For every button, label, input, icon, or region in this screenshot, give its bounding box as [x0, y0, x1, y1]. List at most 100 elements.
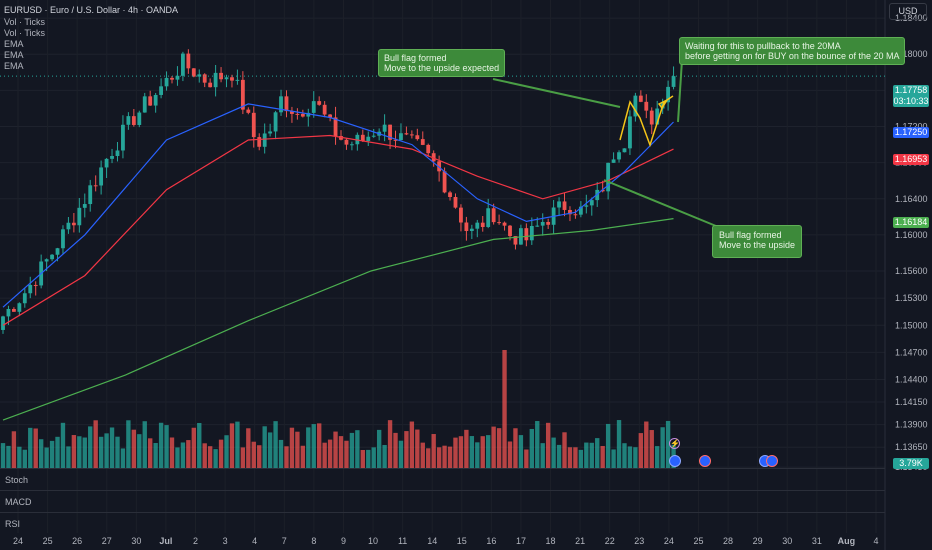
- x-tick-label: 3: [223, 536, 228, 546]
- candle-body: [251, 112, 256, 138]
- candle-body: [328, 114, 333, 118]
- symbol-title[interactable]: EURUSD · Euro / U.S. Dollar · 4h · OANDA: [4, 5, 179, 15]
- volume-bar: [529, 428, 534, 468]
- indicator-volume-2[interactable]: Vol · Ticks: [4, 28, 46, 38]
- volume-bar: [404, 431, 409, 468]
- pane-label-rsi[interactable]: RSI: [5, 519, 21, 529]
- x-tick-label: 17: [516, 536, 526, 546]
- volume-bar: [475, 442, 480, 468]
- candle-body: [33, 284, 38, 286]
- volume-bar: [491, 426, 496, 468]
- candle-body: [366, 136, 371, 142]
- currency-button[interactable]: USD: [889, 3, 927, 20]
- pane-divider[interactable]: [0, 512, 885, 513]
- x-tick-label: 14: [427, 536, 437, 546]
- volume-bar: [578, 449, 584, 468]
- candle-body: [224, 77, 229, 80]
- volume-bar: [49, 440, 55, 468]
- x-tick-label: 15: [457, 536, 467, 546]
- candle-body: [344, 139, 349, 145]
- candle-body: [557, 201, 561, 208]
- ema200-price-tag: 1.16184: [893, 217, 929, 228]
- annotation-bull-flag-top[interactable]: Bull flag formed Move to the upside expe…: [378, 49, 506, 77]
- candle-body: [110, 156, 114, 159]
- indicator-volume-1[interactable]: Vol · Ticks: [4, 17, 46, 27]
- candle-body: [306, 112, 311, 117]
- volume-bar: [11, 431, 17, 468]
- volume-bar: [376, 429, 382, 468]
- pane-divider[interactable]: [0, 490, 885, 491]
- candle-body: [77, 207, 82, 226]
- candle-body: [131, 116, 136, 125]
- globe-event-icon[interactable]: [669, 455, 681, 467]
- volume-bar: [366, 449, 371, 468]
- volume-bar: [627, 446, 633, 468]
- annotation-bull-flag-bottom[interactable]: Bull flag formed Move to the upside: [712, 225, 803, 258]
- x-tick-label: 25: [693, 536, 703, 546]
- candle-body: [180, 53, 185, 76]
- candle-body: [671, 76, 676, 87]
- candle-body: [431, 153, 436, 162]
- volume-bar: [246, 428, 251, 468]
- volume-bar: [104, 433, 109, 468]
- pane-divider[interactable]: [0, 468, 885, 469]
- volume-bar: [447, 446, 453, 468]
- candle-body: [546, 221, 551, 225]
- ema50-line: [2, 134, 674, 326]
- volume-bar: [295, 431, 300, 468]
- candle-body: [300, 113, 305, 117]
- volume-bar: [415, 429, 420, 468]
- volume-bar: [82, 437, 87, 468]
- candle-body: [360, 134, 365, 142]
- volume-bar: [93, 420, 98, 468]
- lightning-icon[interactable]: ⚡: [669, 438, 680, 449]
- candle-body: [153, 94, 158, 106]
- volume-bar: [513, 428, 518, 468]
- pane-label-macd[interactable]: MACD: [5, 497, 32, 507]
- pane-label-stoch[interactable]: Stoch: [5, 475, 29, 485]
- x-tick-label: 27: [102, 536, 112, 546]
- annotation-waiting-pullback[interactable]: Waiting for this to pullback to the 20MA…: [679, 37, 906, 65]
- volume-bar: [562, 432, 567, 468]
- candle-body: [246, 109, 251, 113]
- candle-body: [137, 112, 142, 125]
- volume-bar: [660, 427, 665, 468]
- volume-bar: [38, 439, 44, 468]
- candle-body: [11, 308, 16, 312]
- us-flag-event-icon[interactable]: [699, 455, 711, 467]
- candle-body: [399, 133, 403, 141]
- volume-bar: [398, 440, 404, 468]
- volume-bar: [360, 449, 365, 468]
- candle-body: [219, 72, 223, 80]
- volume-bar: [344, 440, 349, 468]
- candle-body: [524, 228, 529, 241]
- x-tick-label: 11: [398, 536, 407, 546]
- indicator-ema-3[interactable]: EMA: [4, 61, 24, 71]
- volume-bar: [88, 426, 93, 468]
- y-tick-label: 1.17200: [895, 121, 928, 131]
- volume-bar: [0, 443, 6, 468]
- candle-body: [638, 95, 643, 102]
- volume-bar: [355, 430, 360, 468]
- y-tick-label: 1.15000: [895, 320, 928, 330]
- x-tick-label: 28: [723, 536, 733, 546]
- y-tick-label: 1.15300: [895, 293, 928, 303]
- annotation-text: Move to the upside: [719, 240, 796, 250]
- volume-bar: [169, 437, 175, 468]
- candle-body: [628, 116, 632, 149]
- volume-bar: [584, 442, 589, 468]
- indicator-ema-1[interactable]: EMA: [4, 39, 24, 49]
- volume-bar: [44, 447, 49, 468]
- candle-body: [606, 162, 611, 192]
- volume-bar: [442, 445, 447, 468]
- candle-body: [617, 152, 621, 160]
- us-flag-event-icon[interactable]: [766, 455, 778, 467]
- volume-bar: [431, 434, 436, 468]
- indicator-ema-2[interactable]: EMA: [4, 50, 24, 60]
- volume-bar: [284, 446, 289, 468]
- volume-bar: [633, 447, 638, 468]
- volume-bar: [502, 350, 507, 468]
- volume-bar: [507, 441, 513, 468]
- volume-bar: [17, 446, 22, 468]
